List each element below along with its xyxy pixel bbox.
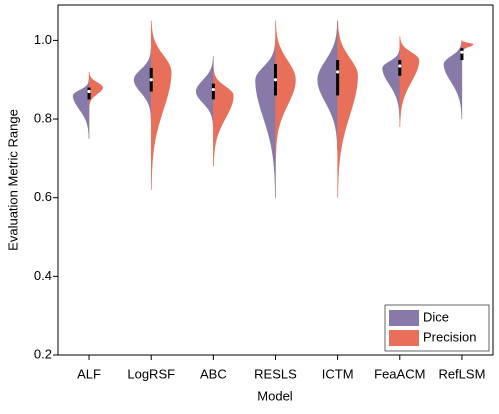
y-tick-label: 0.6 — [34, 189, 52, 204]
quartile-box — [211, 83, 215, 100]
median-dot — [87, 89, 91, 94]
quartile-box — [398, 60, 402, 76]
violin-half — [133, 48, 152, 120]
median-dot — [336, 70, 340, 74]
median-dot — [460, 50, 464, 54]
y-tick-label: 0.2 — [34, 346, 52, 361]
x-tick-label: ALF — [77, 366, 101, 381]
legend-label: Precision — [423, 329, 476, 344]
y-tick-label: 0.8 — [34, 110, 52, 125]
y-tick-label: 0.4 — [34, 268, 52, 283]
quartile-box — [336, 60, 340, 96]
violin-half — [275, 20, 296, 159]
quartile-box — [87, 87, 91, 100]
median-dot — [273, 78, 278, 82]
violin-half — [337, 20, 358, 198]
median-dot — [149, 78, 153, 82]
violin-half — [399, 36, 420, 128]
violin-half — [382, 48, 401, 120]
quartile-box — [460, 48, 464, 61]
legend-label: Dice — [423, 309, 449, 324]
x-tick-label: RESLS — [254, 366, 297, 381]
violin-half — [255, 40, 276, 198]
violin-half — [317, 20, 338, 151]
x-tick-label: ICTM — [322, 366, 354, 381]
violin-half — [443, 40, 463, 120]
x-tick-label: ABC — [200, 366, 227, 381]
y-tick-label: 1.0 — [34, 32, 52, 47]
x-tick-label: LogRSF — [127, 366, 175, 381]
violin-half — [150, 20, 172, 191]
violin-half — [88, 71, 103, 108]
violin-half — [213, 67, 234, 167]
legend-swatch — [389, 310, 419, 326]
plot-frame — [57, 4, 494, 356]
legend-swatch — [389, 330, 419, 346]
median-dot — [211, 87, 215, 92]
violin-half — [195, 55, 214, 128]
median-dot — [398, 64, 402, 68]
x-axis-title: Model — [257, 388, 293, 403]
y-axis-title: Evaluation Metric Range — [5, 109, 20, 251]
violin-half — [72, 79, 90, 139]
x-tick-label: RefLSM — [438, 366, 485, 381]
x-tick-label: FeaACM — [374, 366, 425, 381]
violin-half — [461, 40, 474, 53]
